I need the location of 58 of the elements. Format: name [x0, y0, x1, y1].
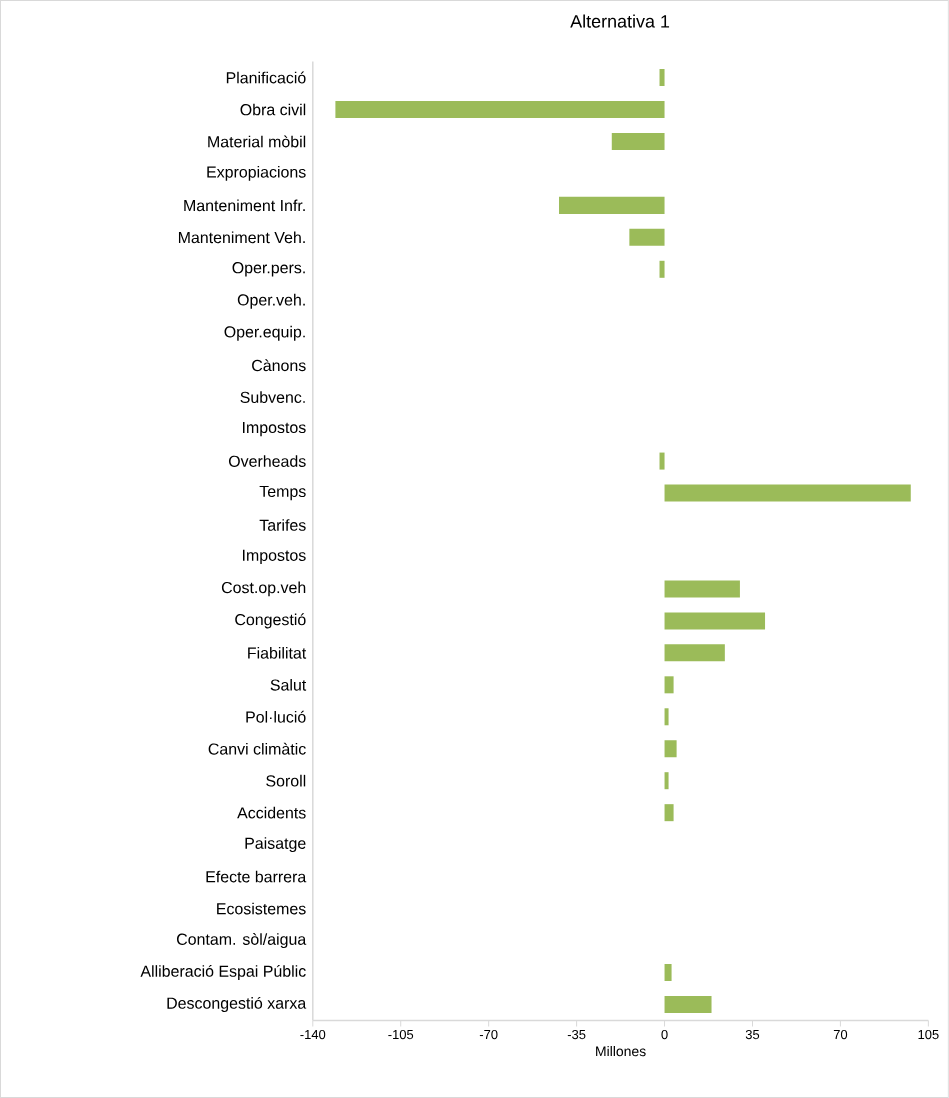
y-tick-label: Contam. sòl/aigua — [177, 932, 307, 949]
y-tick-label: Tarifes — [259, 519, 306, 531]
chart-title: Alternativa 1 — [570, 14, 670, 28]
bar — [629, 228, 665, 246]
y-tick-label: Impostos — [243, 421, 306, 437]
y-tick-label: Planificació — [226, 71, 306, 84]
y-tick-label: Fiabilitat — [248, 647, 307, 659]
y-tick-label: Obra civil — [240, 103, 306, 116]
bar — [664, 963, 672, 981]
bar — [664, 772, 669, 790]
y-tick-label: Impostos — [243, 549, 306, 565]
y-tick-label: Temps — [259, 485, 306, 501]
bar — [559, 196, 665, 214]
y-tick-label: Alliberació Espai Públic — [140, 964, 306, 981]
y-tick-label: Salut — [270, 678, 307, 691]
x-tick-label: 70 — [833, 1029, 848, 1040]
y-tick-label: Manteniment Veh. — [179, 231, 305, 244]
bar — [664, 580, 740, 598]
bar — [659, 452, 665, 470]
y-tick-label: Descongestió xarxa — [167, 996, 307, 1012]
bar — [664, 740, 677, 758]
bar — [659, 260, 665, 278]
bar — [664, 676, 674, 694]
x-tick-label: 35 — [745, 1029, 760, 1040]
y-tick-label: Material mòbil — [208, 135, 306, 148]
bar — [664, 644, 725, 662]
y-tick-label: Canvi climàtic — [208, 742, 306, 755]
bar — [664, 995, 712, 1013]
y-tick-label: Pol·lució — [246, 710, 306, 723]
x-tick-label: -35 — [567, 1029, 586, 1040]
y-tick-label: Expropiacions — [207, 165, 306, 181]
x-axis-title: Millones — [596, 1045, 646, 1057]
y-tick-label: Cànons — [252, 359, 306, 372]
x-tick-label: -140 — [300, 1029, 326, 1040]
bar — [664, 612, 766, 630]
y-tick-label: Manteniment Infr. — [184, 199, 305, 212]
y-tick-label: Congestió — [235, 613, 306, 629]
bar — [664, 804, 674, 822]
y-tick-label: Ecosistemes — [217, 902, 306, 915]
bar — [335, 100, 665, 118]
y-tick-label: Subvenc. — [240, 391, 305, 404]
y-tick-label: Oper.pers. — [232, 262, 305, 277]
y-tick-label: Efecte barrera — [206, 870, 307, 883]
bar — [664, 484, 911, 502]
y-tick-label: Oper.veh. — [237, 293, 305, 309]
bar — [659, 69, 665, 87]
x-tick-label: 0 — [661, 1029, 668, 1040]
y-tick-label: Soroll — [266, 774, 306, 787]
bar — [664, 708, 669, 726]
y-tick-label: Overheads — [229, 455, 306, 467]
bar — [611, 132, 665, 150]
x-tick-label: -70 — [479, 1029, 498, 1040]
y-tick-label: Cost.op.veh — [222, 581, 306, 597]
y-tick-label: Oper.equip. — [224, 325, 305, 341]
x-tick-label: -105 — [388, 1029, 414, 1040]
x-tick-label: 105 — [918, 1029, 939, 1040]
y-tick-label: Accidents — [237, 806, 306, 819]
y-tick-label: Paisatge — [245, 837, 306, 853]
